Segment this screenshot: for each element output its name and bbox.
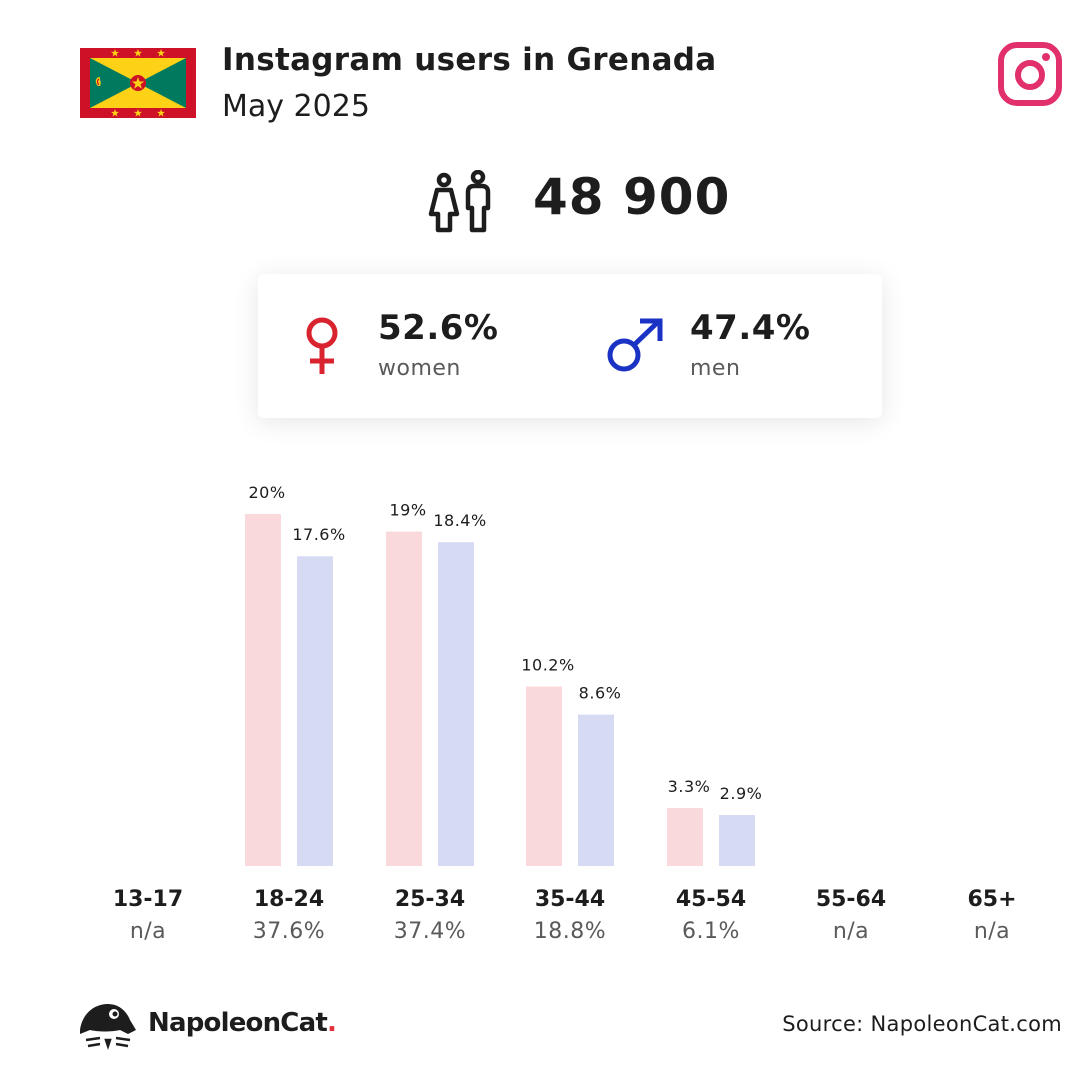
bar-men-35-44 xyxy=(578,714,614,866)
bar-women-35-44 xyxy=(526,686,562,866)
age-group-label: 35-44 xyxy=(535,887,605,912)
bar-men-45-54 xyxy=(719,814,755,866)
bar-women-25-34 xyxy=(386,531,422,866)
total-users-count: 48 900 xyxy=(533,168,731,226)
age-group-label: 25-34 xyxy=(395,887,465,912)
age-group-share: 37.6% xyxy=(253,919,325,944)
women-label: women xyxy=(378,356,461,381)
gender-split-card: 52.6% women 47.4% men xyxy=(258,274,882,418)
page-subtitle: May 2025 xyxy=(222,89,370,124)
bar-value-label: 20% xyxy=(248,483,285,502)
page-title: Instagram users in Grenada xyxy=(222,42,717,78)
bar-men-18-24 xyxy=(297,556,333,866)
age-group-share: 6.1% xyxy=(682,919,740,944)
men-label: men xyxy=(690,356,741,381)
age-group-share: 18.8% xyxy=(534,919,606,944)
age-group-share: n/a xyxy=(974,919,1010,944)
bar-women-45-54 xyxy=(667,807,703,866)
women-percentage: 52.6% xyxy=(378,308,499,348)
bar-value-label: 10.2% xyxy=(521,655,574,674)
age-group-label: 18-24 xyxy=(254,887,324,912)
age-group-share: 37.4% xyxy=(394,919,466,944)
bar-men-25-34 xyxy=(438,542,474,866)
age-group-label: 13-17 xyxy=(113,887,183,912)
bar-value-label: 17.6% xyxy=(292,525,345,544)
napoleoncat-logo-icon xyxy=(80,1004,136,1050)
bar-value-label: 18.4% xyxy=(433,511,486,530)
men-percentage: 47.4% xyxy=(690,308,811,348)
bar-women-18-24 xyxy=(245,514,281,866)
bar-value-label: 8.6% xyxy=(579,684,622,703)
source-note: Source: NapoleonCat.com xyxy=(782,1012,1062,1036)
age-group-share: n/a xyxy=(833,919,869,944)
bar-value-label: 3.3% xyxy=(668,777,711,796)
age-gender-bar-chart: 13-17 n/a 20% 17.6% 18-24 37.6% 19% 18.4% 25-34 3… xyxy=(113,483,1017,944)
people-icon xyxy=(428,170,491,233)
instagram-icon xyxy=(998,42,1062,106)
bar-value-label: 2.9% xyxy=(720,784,763,803)
grenada-flag-icon xyxy=(80,48,196,118)
female-symbol-icon xyxy=(306,317,338,374)
age-group-share: n/a xyxy=(130,919,166,944)
bar-value-label: 19% xyxy=(389,501,426,520)
age-group-label: 55-64 xyxy=(816,887,886,912)
brand-dot: . xyxy=(326,1008,337,1038)
brand-name: NapoleonCat. xyxy=(148,1008,337,1038)
male-symbol-icon xyxy=(607,318,663,372)
age-group-label: 45-54 xyxy=(676,887,746,912)
age-group-label: 65+ xyxy=(967,887,1016,912)
